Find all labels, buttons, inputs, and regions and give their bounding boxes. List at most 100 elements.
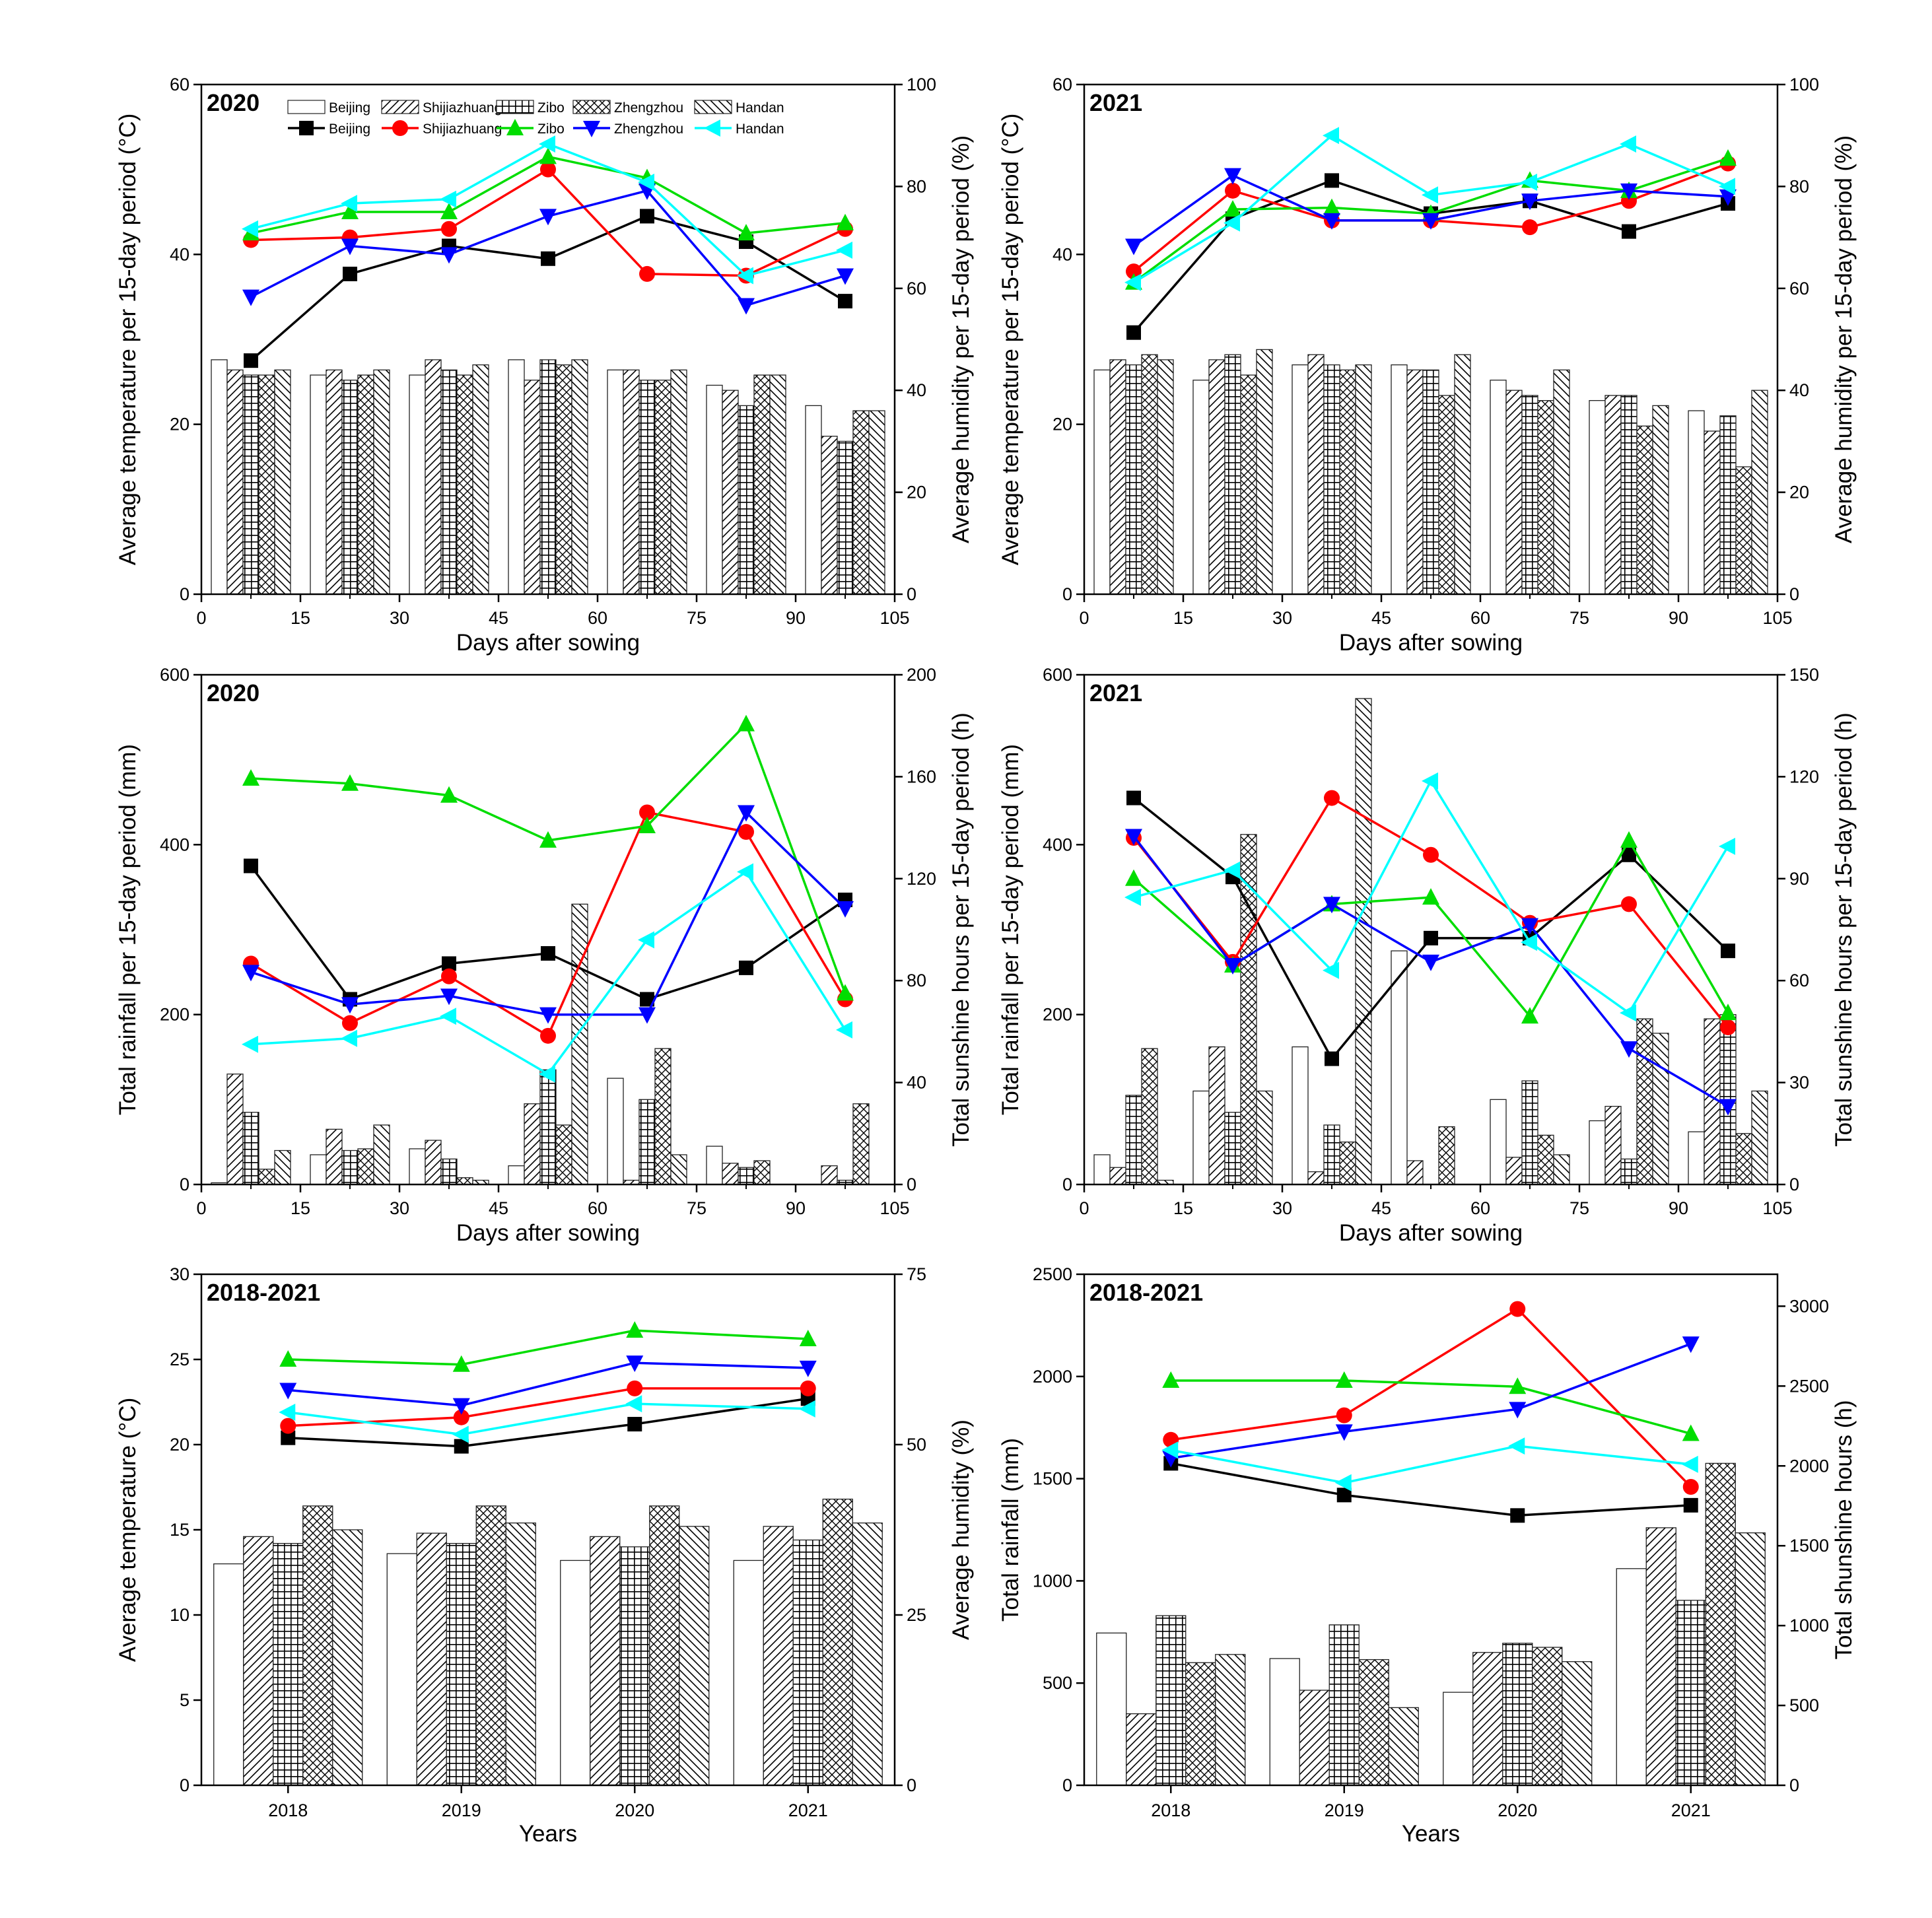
point-handan	[1521, 173, 1537, 191]
y-axis-title: Average temperature (°C)	[115, 1398, 141, 1662]
point-zhengzhou	[1719, 189, 1737, 206]
y-axis-right: 0 20 40 60 80 100	[1777, 75, 1819, 604]
y-tick-label: 0	[180, 584, 190, 604]
point-handan	[1719, 837, 1735, 855]
bar-shijiazhuang	[1645, 1527, 1676, 1786]
y-tick-label: 600	[1043, 665, 1072, 685]
point-beijing	[1126, 325, 1141, 340]
y-right-tick-label: 60	[1789, 279, 1809, 298]
bar-zhengzhou	[1537, 1134, 1554, 1185]
bar-handan	[679, 1526, 710, 1786]
bar-beijing	[310, 374, 327, 595]
bar-zibo	[1620, 395, 1638, 595]
y-right-tick-label: 60	[907, 279, 926, 298]
point-zhengzhou	[440, 988, 458, 1006]
y-right-tick-label: 40	[907, 1073, 926, 1093]
bar-group	[213, 1498, 883, 1786]
y-axis-left: 0 5 10 15 20 25 30	[170, 1264, 201, 1795]
bar-group	[1096, 1462, 1766, 1786]
y-right-axis-title: Total sunshine hours per 15-day period (…	[948, 712, 974, 1147]
series-line-zhengzhou	[1171, 1342, 1692, 1460]
y-right-tick-label: 200	[907, 665, 936, 685]
x-tick-label: 75	[687, 1198, 707, 1218]
point-shijiazhuang	[1682, 1478, 1699, 1495]
point-handan	[341, 1029, 357, 1047]
x-tick-label: 90	[786, 608, 806, 628]
y-axis-right: 0 25 50 75	[895, 1264, 926, 1795]
bar-handan	[868, 410, 885, 595]
bar-beijing	[1192, 1090, 1210, 1185]
x-tick-label: 30	[390, 608, 409, 628]
bar-zibo	[1224, 1111, 1241, 1185]
point-beijing	[541, 251, 555, 266]
bar-handan	[1215, 1654, 1246, 1786]
point-zhengzhou	[452, 1398, 470, 1415]
bar-handan	[1388, 1707, 1419, 1786]
bar-zibo	[1323, 364, 1340, 595]
point-handan	[539, 1065, 555, 1083]
series-line-shijiazhuang	[1171, 1307, 1692, 1488]
point-shijiazhuang	[639, 804, 655, 821]
y-right-axis-title: Average humidity per 15-day period (%)	[1831, 135, 1857, 543]
point-beijing	[739, 960, 753, 975]
point-zhengzhou	[279, 1383, 297, 1400]
bar-zhengzhou	[357, 374, 374, 595]
y-axis-right: 0 500 1000 1500 2000 2500 3000	[1777, 1296, 1829, 1795]
point-beijing	[1336, 1488, 1352, 1503]
bar-zibo	[539, 359, 557, 595]
point-beijing	[1721, 943, 1735, 959]
point-zibo	[837, 984, 854, 1001]
y-right-tick-label: 1000	[1789, 1616, 1829, 1635]
point-zhengzhou	[799, 1360, 817, 1377]
legend-swatch-bar	[381, 100, 419, 114]
point-zhengzhou	[242, 965, 259, 982]
point-handan	[279, 1403, 296, 1421]
x-tick-label: 2021	[788, 1800, 828, 1820]
point-zibo	[1335, 1371, 1353, 1388]
legend-label-line: Handan	[736, 121, 784, 137]
bar-handan	[1553, 1154, 1570, 1185]
y-right-tick-label: 0	[1789, 1775, 1799, 1795]
bar-shijiazhuang	[243, 1536, 274, 1786]
point-zibo	[539, 147, 557, 164]
bar-zhengzhou	[649, 1505, 680, 1786]
legend-label-bar: Shijiazhuang	[423, 100, 502, 116]
point-handan	[1422, 772, 1438, 790]
point-zibo	[1719, 1004, 1737, 1021]
point-zibo	[1682, 1424, 1700, 1441]
point-zhengzhou	[1682, 1336, 1700, 1353]
point-handan	[836, 1021, 852, 1039]
bar-beijing	[1269, 1658, 1300, 1786]
point-handan	[625, 1395, 642, 1413]
point-shijiazhuang	[1336, 1407, 1352, 1423]
point-handan	[638, 173, 654, 191]
series-line-beijing	[1170, 1462, 1691, 1517]
point-zibo	[1224, 200, 1241, 217]
bar-beijing	[1192, 380, 1210, 595]
legend-swatch-bar	[572, 100, 611, 114]
point-zibo	[440, 203, 458, 219]
bar-zhengzhou	[1532, 1647, 1563, 1786]
bar-handan	[571, 903, 588, 1185]
bar-zhengzhou	[1705, 1462, 1736, 1786]
y-tick-label: 0	[180, 1775, 190, 1795]
bar-zhengzhou	[258, 1169, 275, 1185]
point-zhengzhou	[341, 238, 359, 256]
bar-shijiazhuang	[226, 369, 244, 595]
y-tick-label: 20	[1052, 415, 1072, 434]
bar-zhengzhou	[1358, 1659, 1389, 1786]
panel-title: 2021	[1089, 89, 1142, 116]
y-right-tick-label: 25	[907, 1605, 926, 1625]
point-shijiazhuang	[639, 265, 655, 282]
bar-zhengzhou	[302, 1505, 333, 1786]
bar-zhengzhou	[555, 1124, 572, 1185]
point-beijing	[281, 1430, 296, 1445]
point-handan	[242, 220, 258, 238]
bar-shijiazhuang	[1704, 1018, 1721, 1185]
bar-zhengzhou	[1185, 1662, 1216, 1786]
bar-beijing	[1490, 380, 1507, 595]
legend-marker	[299, 121, 314, 135]
bar-shijiazhuang	[425, 359, 442, 595]
point-beijing	[1325, 1051, 1339, 1066]
point-zibo	[1719, 149, 1737, 166]
